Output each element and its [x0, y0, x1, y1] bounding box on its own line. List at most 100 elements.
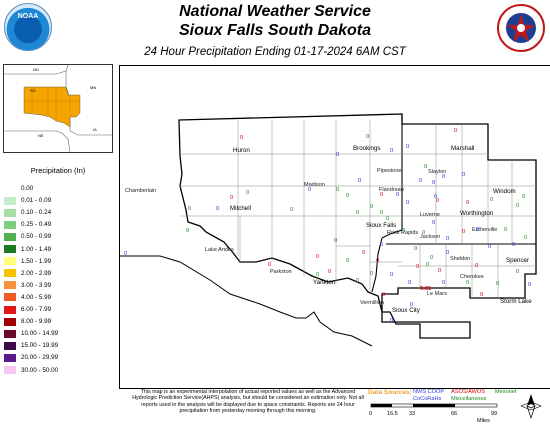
scale-tick-3: 66 — [451, 411, 457, 417]
legend-swatch — [4, 353, 16, 362]
legend-label: 0.50 - 0.99 — [21, 233, 52, 241]
legend-swatch — [4, 329, 16, 338]
precip-report-value: 0 — [268, 262, 272, 268]
precip-report-value: 0 — [438, 268, 442, 274]
legend-swatch — [4, 257, 16, 266]
precip-report-value: 0 — [336, 152, 340, 158]
scale-bar: 0 16.5 33 66 99 Miles — [369, 403, 498, 423]
inset-state-nd: ND — [33, 67, 39, 72]
legend-row: 10.00 - 14.99 — [4, 329, 58, 338]
city-label: Windom — [493, 188, 516, 195]
legend-swatch — [4, 208, 16, 217]
precip-report-value: 0 — [462, 229, 466, 235]
source-cocorahs: CoCoRaHs — [413, 396, 442, 402]
city-label: Chamberlain — [125, 188, 157, 194]
precip-report-value: 0 — [524, 235, 528, 241]
precip-report-value: 0 — [246, 190, 250, 196]
legend-label: 3.00 - 3.99 — [21, 281, 52, 289]
legend-row: 1.00 - 1.49 — [4, 245, 51, 254]
precip-report-value: 0 — [406, 200, 410, 206]
precip-report-value: 0 — [356, 210, 360, 216]
precip-report-value: 0 — [432, 180, 436, 186]
city-label: Huron — [233, 147, 250, 154]
precip-report-value: 0 — [496, 281, 500, 287]
noaa-logo-text: NOAA — [17, 13, 39, 20]
city-label: Rock Rapids — [387, 230, 419, 236]
legend-label: 0.25 - 0.49 — [21, 221, 52, 229]
legend-swatch — [4, 317, 16, 326]
precip-report-value: 0 — [216, 206, 220, 212]
precip-report-value: 0 — [430, 255, 434, 261]
precip-report-value: 0 — [390, 318, 394, 324]
precip-report-value: 0 — [346, 193, 350, 199]
precip-report-value: 0 — [424, 164, 428, 170]
precip-report-value: 0 — [512, 242, 516, 248]
precip-report-value: 0 — [466, 200, 470, 206]
precip-report-value: 0 — [390, 272, 394, 278]
state-line-sd-ia — [371, 237, 383, 293]
inset-cwa-area — [23, 86, 81, 128]
precipitation-map: Huron Brookings Marshall Chamberlain Mitchel… — [119, 65, 550, 389]
scale-unit: Miles — [477, 418, 490, 423]
precip-report-value: 0 — [362, 250, 366, 256]
legend-swatch — [4, 196, 16, 205]
precip-report-value: 0 — [370, 204, 374, 210]
city-label: Marshall — [451, 145, 475, 152]
precip-report-value: 0 — [432, 220, 436, 226]
precip-report-value: 0 — [240, 135, 244, 141]
legend-label: 1.50 - 1.99 — [21, 257, 52, 265]
state-line-sd-mn — [381, 114, 403, 239]
city-label: Estherville — [472, 227, 498, 233]
legend-swatch — [4, 366, 16, 374]
source-miscellaneous: Miscellaneous — [451, 396, 487, 402]
precip-report-value: 0 — [442, 174, 446, 180]
precip-report-value: 0 — [414, 246, 418, 252]
inset-state-ia: IA — [93, 127, 97, 132]
precip-report-value: 0 — [406, 144, 410, 150]
legend-label: 0.00 — [21, 185, 34, 192]
precip-report-value: 0 — [290, 207, 294, 213]
precip-report-value: 0 — [376, 258, 380, 264]
nws-logo — [497, 4, 545, 52]
inset-state-ne: NE — [38, 133, 44, 138]
city-label: Sheldon — [450, 256, 471, 262]
legend-row: 0.00 — [4, 184, 33, 193]
precip-report-value: 0 — [475, 263, 479, 269]
legend-label: 0.10 - 0.24 — [21, 209, 52, 217]
precip-report-value: 0 — [476, 227, 480, 233]
precip-report-value: 0 — [336, 187, 340, 193]
legend-row: 8.00 - 9.99 — [4, 317, 51, 326]
precip-report-value: 0.01 — [420, 286, 432, 292]
map-boundaries — [120, 113, 537, 347]
precip-report-value: 0 — [422, 230, 426, 236]
scale-tick-1: 16.5 — [387, 411, 398, 417]
noaa-logo: NOAA — [4, 3, 52, 51]
precip-report-value: 0 — [328, 269, 332, 275]
scale-tick-2: 33 — [409, 411, 415, 417]
north-arrow-icon — [520, 394, 542, 420]
precip-report-value: 0 — [356, 278, 360, 284]
precip-report-value: 0 — [488, 244, 492, 250]
state-line-sd-ne — [120, 255, 373, 347]
precip-report-value: 0 — [358, 178, 362, 184]
city-label: Storm Lake — [500, 298, 532, 305]
legend-label: 6.00 - 7.99 — [21, 306, 52, 313]
legend-label: 2.00 - 2.99 — [21, 269, 52, 277]
legend-row: 0.10 - 0.24 — [4, 208, 51, 217]
precip-report-value: 0 — [380, 242, 384, 248]
precip-report-value: 0 — [490, 197, 494, 203]
city-label: Brookings — [353, 145, 381, 152]
legend-label: 15.00 - 19.99 — [21, 342, 59, 350]
legend-swatch — [4, 281, 16, 290]
city-label: Parkston — [270, 269, 292, 275]
precip-report-value: 0 — [334, 238, 338, 244]
city-label: Lake Andes — [205, 247, 234, 253]
legend-row: 15.00 - 19.99 — [4, 341, 58, 350]
legend-row: 1.50 - 1.99 — [4, 257, 51, 266]
precip-report-value: 0 — [504, 227, 508, 233]
city-label: Spencer — [506, 257, 530, 264]
city-label: Pipestone — [377, 168, 402, 174]
legend-label: 20.00 - 29.99 — [21, 354, 59, 362]
city-label: Sioux City — [392, 307, 420, 314]
precip-report-value: 0 — [410, 302, 414, 308]
